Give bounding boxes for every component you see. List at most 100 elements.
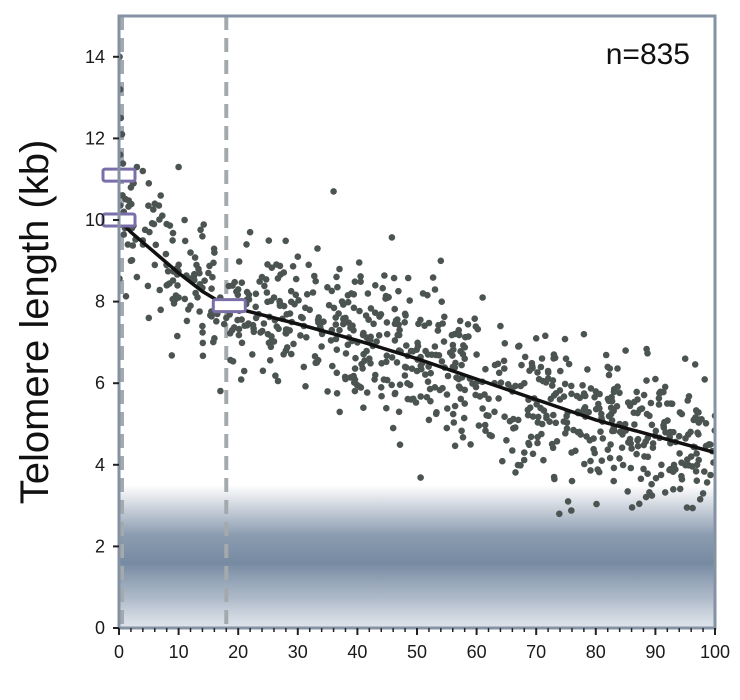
scatter-point bbox=[262, 276, 270, 283]
scatter-point bbox=[273, 323, 281, 330]
scatter-point bbox=[243, 241, 250, 248]
scatter-point bbox=[431, 343, 439, 350]
scatter-point bbox=[268, 264, 276, 272]
scatter-point bbox=[557, 367, 564, 375]
scatter-point bbox=[402, 312, 409, 319]
scatter-point bbox=[630, 398, 638, 406]
scatter-point bbox=[503, 437, 510, 444]
scatter-point bbox=[265, 339, 273, 347]
scatter-point bbox=[336, 265, 343, 273]
scatter-point bbox=[695, 409, 702, 416]
scatter-point bbox=[458, 427, 465, 435]
scatter-point bbox=[602, 351, 610, 359]
scatter-point bbox=[237, 376, 245, 383]
scatter-point bbox=[245, 320, 252, 327]
scatter-point bbox=[292, 275, 300, 283]
scatter-point bbox=[701, 468, 708, 475]
scatter-point bbox=[497, 379, 505, 387]
scatter-point bbox=[644, 470, 651, 478]
scatter-point bbox=[608, 417, 616, 424]
scatter-point bbox=[581, 460, 588, 468]
scatter-point bbox=[521, 353, 529, 361]
scatter-point bbox=[634, 409, 641, 417]
scatter-point bbox=[606, 365, 614, 372]
scatter-point bbox=[678, 410, 686, 418]
scatter-point bbox=[311, 272, 318, 280]
scatter-point bbox=[455, 331, 463, 339]
scatter-point bbox=[250, 328, 258, 336]
scatter-point bbox=[324, 388, 331, 395]
scatter-point bbox=[407, 347, 415, 355]
scatter-point bbox=[382, 292, 390, 300]
scatter-point bbox=[435, 352, 443, 359]
scatter-point bbox=[598, 457, 606, 465]
scatter-point bbox=[371, 309, 379, 317]
scatter-point bbox=[297, 332, 304, 339]
scatter-point bbox=[587, 467, 594, 474]
scatter-point bbox=[183, 317, 191, 325]
scatter-point bbox=[473, 351, 480, 358]
scatter-point bbox=[637, 475, 645, 483]
scatter-point bbox=[648, 421, 656, 429]
scatter-point bbox=[534, 419, 542, 426]
scatter-point bbox=[560, 418, 568, 425]
scatter-point bbox=[376, 313, 383, 320]
scatter-point bbox=[370, 320, 377, 328]
scatter-point bbox=[438, 298, 446, 306]
scatter-point bbox=[372, 282, 379, 289]
scatter-point bbox=[170, 300, 178, 307]
scatter-point bbox=[383, 352, 391, 360]
scatter-point bbox=[403, 342, 410, 349]
x-tick-label: 100 bbox=[700, 642, 730, 662]
scatter-point bbox=[181, 237, 189, 245]
scatter-point bbox=[577, 431, 584, 438]
scatter-point bbox=[408, 365, 416, 373]
scatter-point bbox=[694, 429, 701, 437]
scatter-point bbox=[364, 290, 372, 297]
scatter-point bbox=[467, 441, 474, 448]
scatter-point bbox=[404, 380, 411, 387]
scatter-point bbox=[565, 360, 573, 368]
scatter-point bbox=[403, 364, 410, 371]
scatter-point bbox=[429, 274, 437, 281]
scatter-point bbox=[367, 360, 374, 367]
scatter-point bbox=[162, 250, 170, 258]
scatter-point bbox=[444, 405, 451, 412]
scatter-point bbox=[312, 277, 320, 285]
scatter-point bbox=[417, 316, 424, 324]
scatter-point bbox=[395, 287, 402, 295]
scatter-point bbox=[422, 347, 429, 355]
scatter-point bbox=[655, 395, 663, 402]
scatter-point bbox=[383, 404, 390, 412]
x-tick-label: 50 bbox=[407, 642, 427, 662]
scatter-point bbox=[213, 318, 220, 325]
scatter-point bbox=[521, 449, 528, 456]
y-axis: 0 2 4 6 8 10 12 14 bbox=[85, 47, 119, 638]
scatter-point bbox=[460, 342, 467, 349]
scatter-point bbox=[377, 384, 385, 391]
scatter-point bbox=[393, 359, 401, 366]
scatter-point bbox=[676, 450, 683, 457]
scatter-point bbox=[220, 320, 228, 328]
scatter-point bbox=[512, 382, 519, 390]
scatter-point bbox=[252, 303, 259, 311]
scatter-point bbox=[479, 294, 486, 301]
scatter-point bbox=[201, 277, 208, 285]
scatter-point bbox=[388, 381, 396, 389]
scatter-point bbox=[174, 282, 181, 289]
scatter-point bbox=[436, 386, 444, 394]
scatter-point bbox=[610, 388, 618, 396]
scatter-point bbox=[208, 313, 215, 320]
scatter-point bbox=[406, 297, 414, 304]
scatter-point bbox=[640, 441, 648, 449]
scatter-point bbox=[703, 479, 711, 486]
scatter-point bbox=[434, 327, 442, 334]
scatter-point bbox=[546, 418, 553, 426]
age-marker bbox=[211, 298, 247, 314]
scatter-point bbox=[450, 419, 458, 426]
scatter-point bbox=[640, 465, 647, 473]
scatter-point bbox=[155, 202, 163, 209]
scatter-point bbox=[305, 261, 313, 269]
scatter-point bbox=[689, 504, 696, 512]
scatter-point bbox=[661, 418, 668, 426]
